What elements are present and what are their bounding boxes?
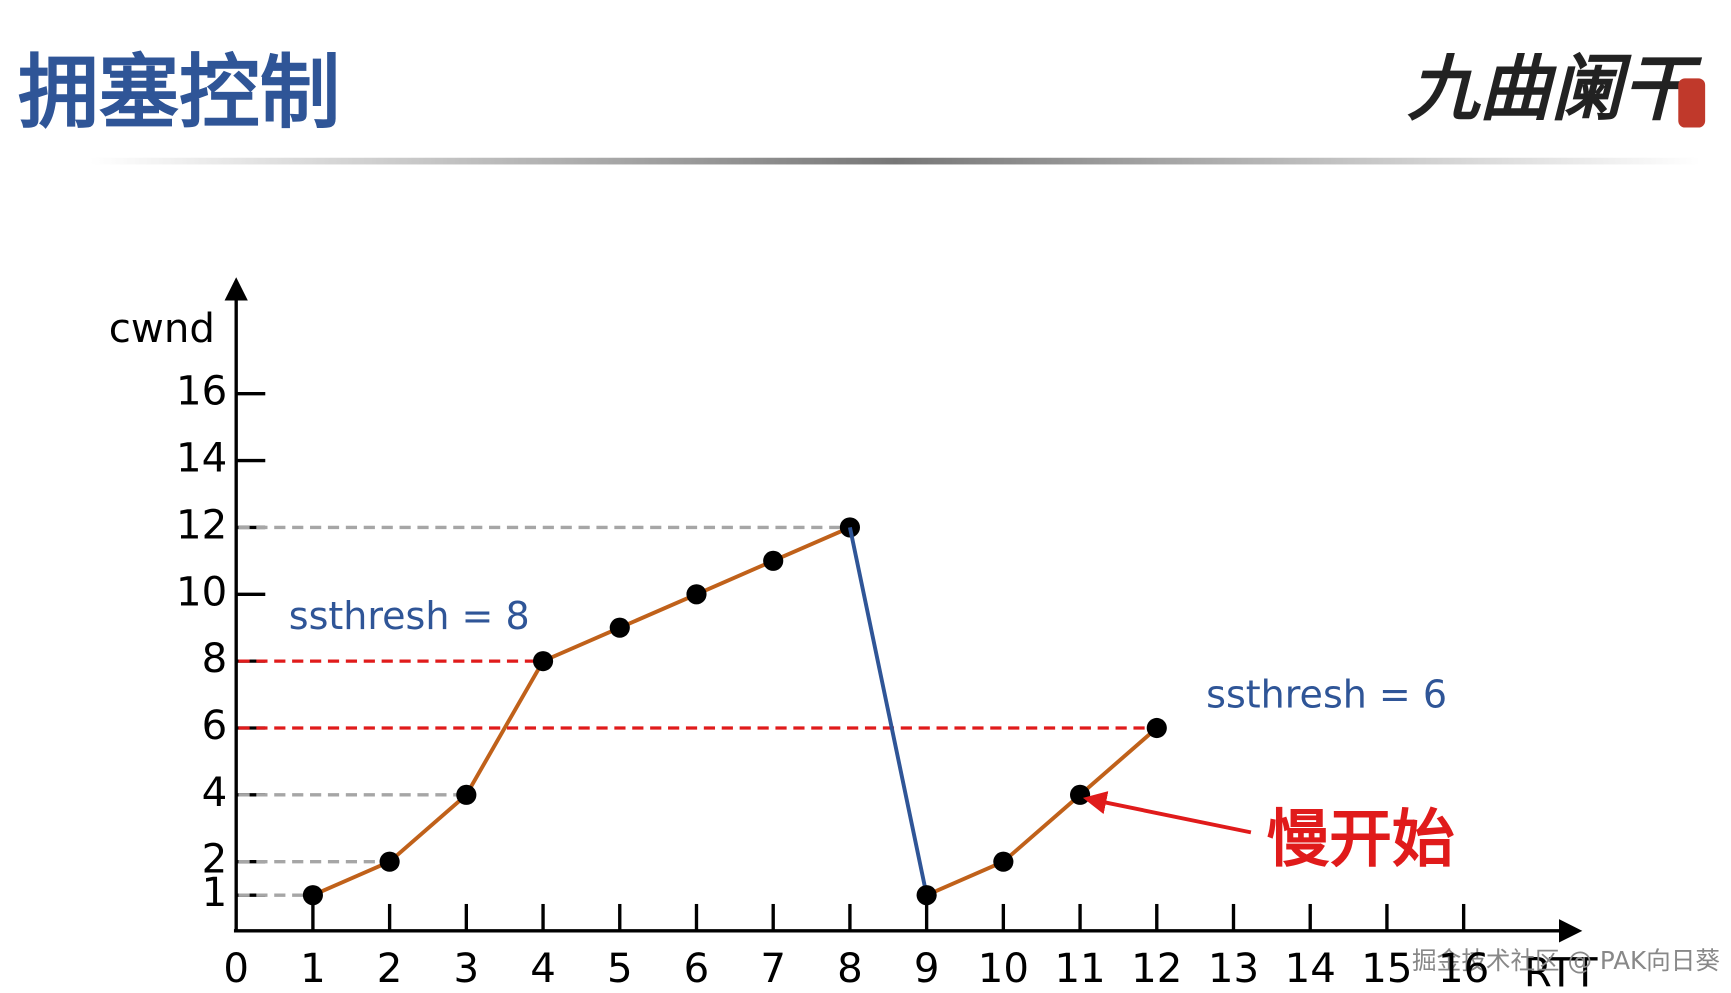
data-point — [916, 885, 937, 906]
x-tick-label: 5 — [607, 946, 633, 989]
data-point — [302, 885, 323, 906]
y-tick-label: 6 — [202, 703, 228, 749]
x-tick-label: 2 — [377, 946, 403, 989]
y-tick-label: 4 — [202, 770, 228, 816]
x-tick-label: 1 — [300, 946, 326, 989]
annotation: ssthresh = 6 — [1206, 672, 1447, 716]
x-tick-label: 10 — [978, 946, 1029, 989]
x-tick-label: 12 — [1131, 946, 1182, 989]
logo: 九曲阑干 — [1408, 47, 1703, 131]
x-tick-label: 3 — [454, 946, 480, 989]
y-tick-label: 10 — [176, 569, 227, 615]
y-tick-label: 14 — [176, 436, 227, 482]
data-point — [1069, 784, 1091, 805]
x-tick-label: 7 — [760, 946, 786, 989]
annotation: 慢开始 — [1267, 803, 1455, 876]
data-point — [532, 651, 554, 672]
data-point — [1146, 717, 1167, 739]
data-point — [993, 851, 1014, 872]
y-tick-label: 8 — [202, 636, 228, 682]
x-axis-label: RTT — [1524, 951, 1598, 989]
data-point — [763, 550, 784, 571]
data-point — [686, 584, 707, 605]
x-tick-label: 16 — [1438, 946, 1489, 989]
data-point — [456, 784, 477, 805]
x-tick-label: 6 — [684, 946, 710, 989]
x-tick-label: 8 — [837, 946, 863, 989]
y-tick-label: 12 — [176, 502, 227, 548]
annotation: ssthresh = 8 — [289, 594, 530, 638]
series-line — [925, 726, 1159, 897]
annotation-arrow — [1082, 791, 1252, 835]
logo-seal — [1678, 78, 1706, 128]
y-axis-label: cwnd — [109, 306, 215, 352]
watermark: 掘金技术社区 @ PAK向日葵 — [1412, 946, 1720, 975]
y-tick-label: 2 — [202, 837, 228, 883]
x-tick-label: 13 — [1208, 946, 1259, 989]
data-point — [609, 617, 630, 638]
y-tick-label: 16 — [176, 369, 227, 415]
x-tick-label: 0 — [223, 946, 249, 989]
series-line — [847, 527, 929, 896]
x-tick-label: 14 — [1285, 946, 1336, 989]
series-line — [312, 525, 851, 897]
y-tick-label: 1 — [202, 870, 228, 916]
x-tick-label: 9 — [914, 946, 940, 989]
header-rule — [89, 157, 1701, 165]
x-tick-label: 11 — [1054, 946, 1105, 989]
x-tick-label: 4 — [530, 946, 556, 989]
x-tick-label: 15 — [1361, 946, 1412, 989]
slide-title: 拥塞控制 — [18, 45, 340, 139]
data-point — [379, 851, 400, 872]
